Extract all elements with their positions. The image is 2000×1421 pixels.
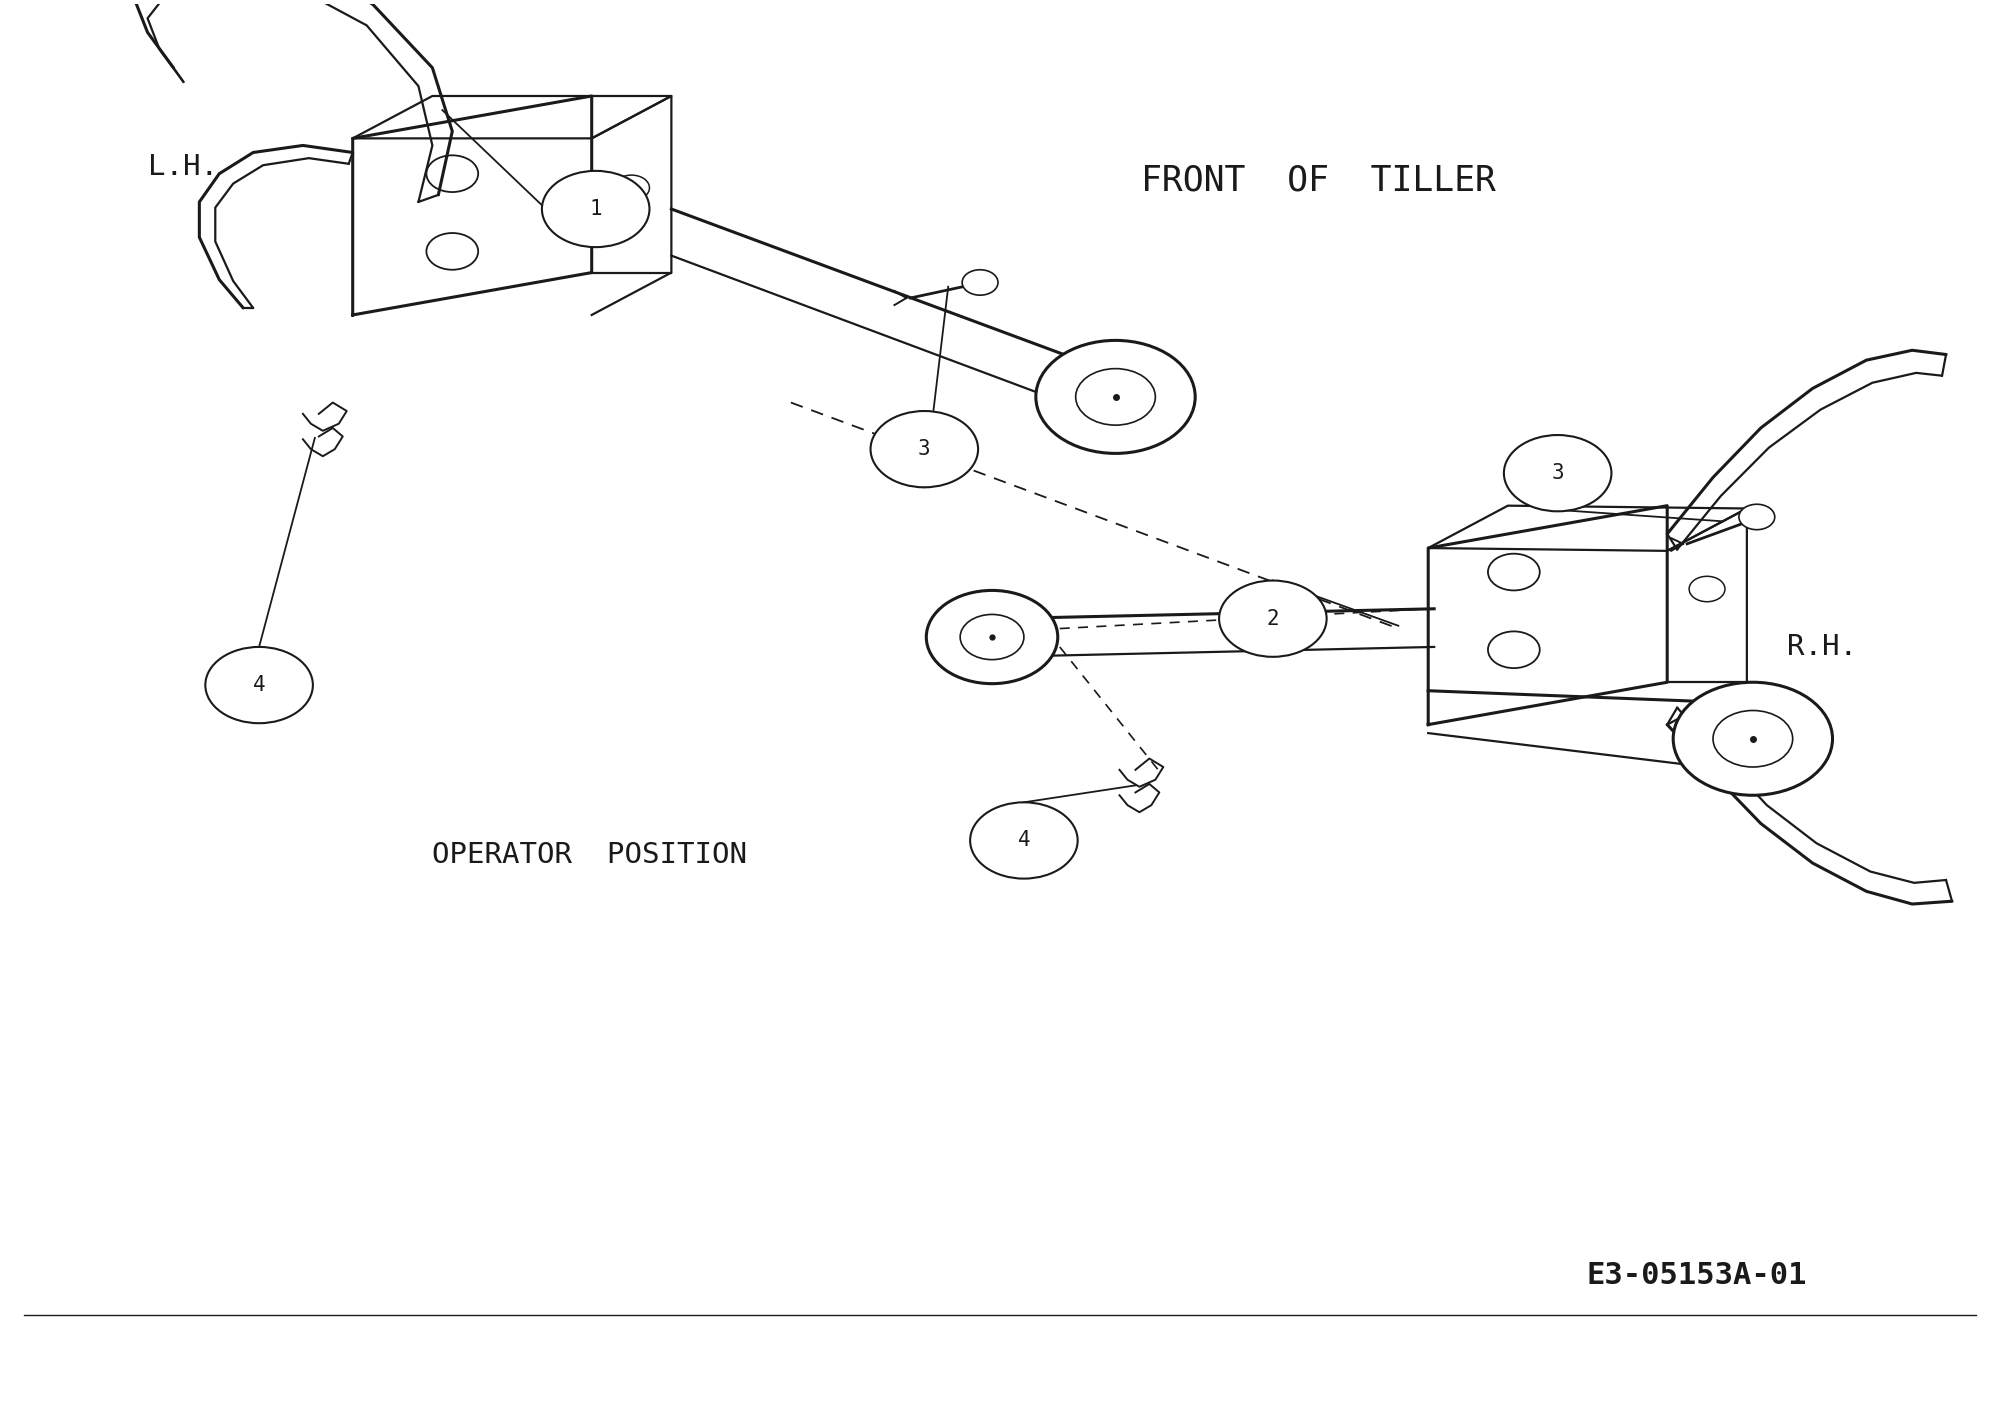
Text: L.H.: L.H. xyxy=(148,152,218,180)
Text: E3-05153A-01: E3-05153A-01 xyxy=(1586,1260,1806,1290)
Text: 4: 4 xyxy=(1018,830,1030,850)
Text: 2: 2 xyxy=(1266,608,1280,628)
Circle shape xyxy=(1738,504,1774,530)
Text: 1: 1 xyxy=(590,199,602,219)
Circle shape xyxy=(1036,341,1196,453)
Circle shape xyxy=(1504,435,1612,512)
Text: R.H.: R.H. xyxy=(1786,632,1856,661)
Text: FRONT  OF  TILLER: FRONT OF TILLER xyxy=(1142,163,1496,198)
Text: 3: 3 xyxy=(918,439,930,459)
Circle shape xyxy=(206,647,312,723)
Circle shape xyxy=(1220,581,1326,657)
Circle shape xyxy=(542,171,650,247)
Circle shape xyxy=(1674,682,1832,796)
Circle shape xyxy=(970,803,1078,878)
Circle shape xyxy=(962,270,998,296)
Circle shape xyxy=(870,411,978,487)
Circle shape xyxy=(926,590,1058,684)
Text: 4: 4 xyxy=(252,675,266,695)
Text: OPERATOR  POSITION: OPERATOR POSITION xyxy=(432,841,748,868)
Text: 3: 3 xyxy=(1552,463,1564,483)
